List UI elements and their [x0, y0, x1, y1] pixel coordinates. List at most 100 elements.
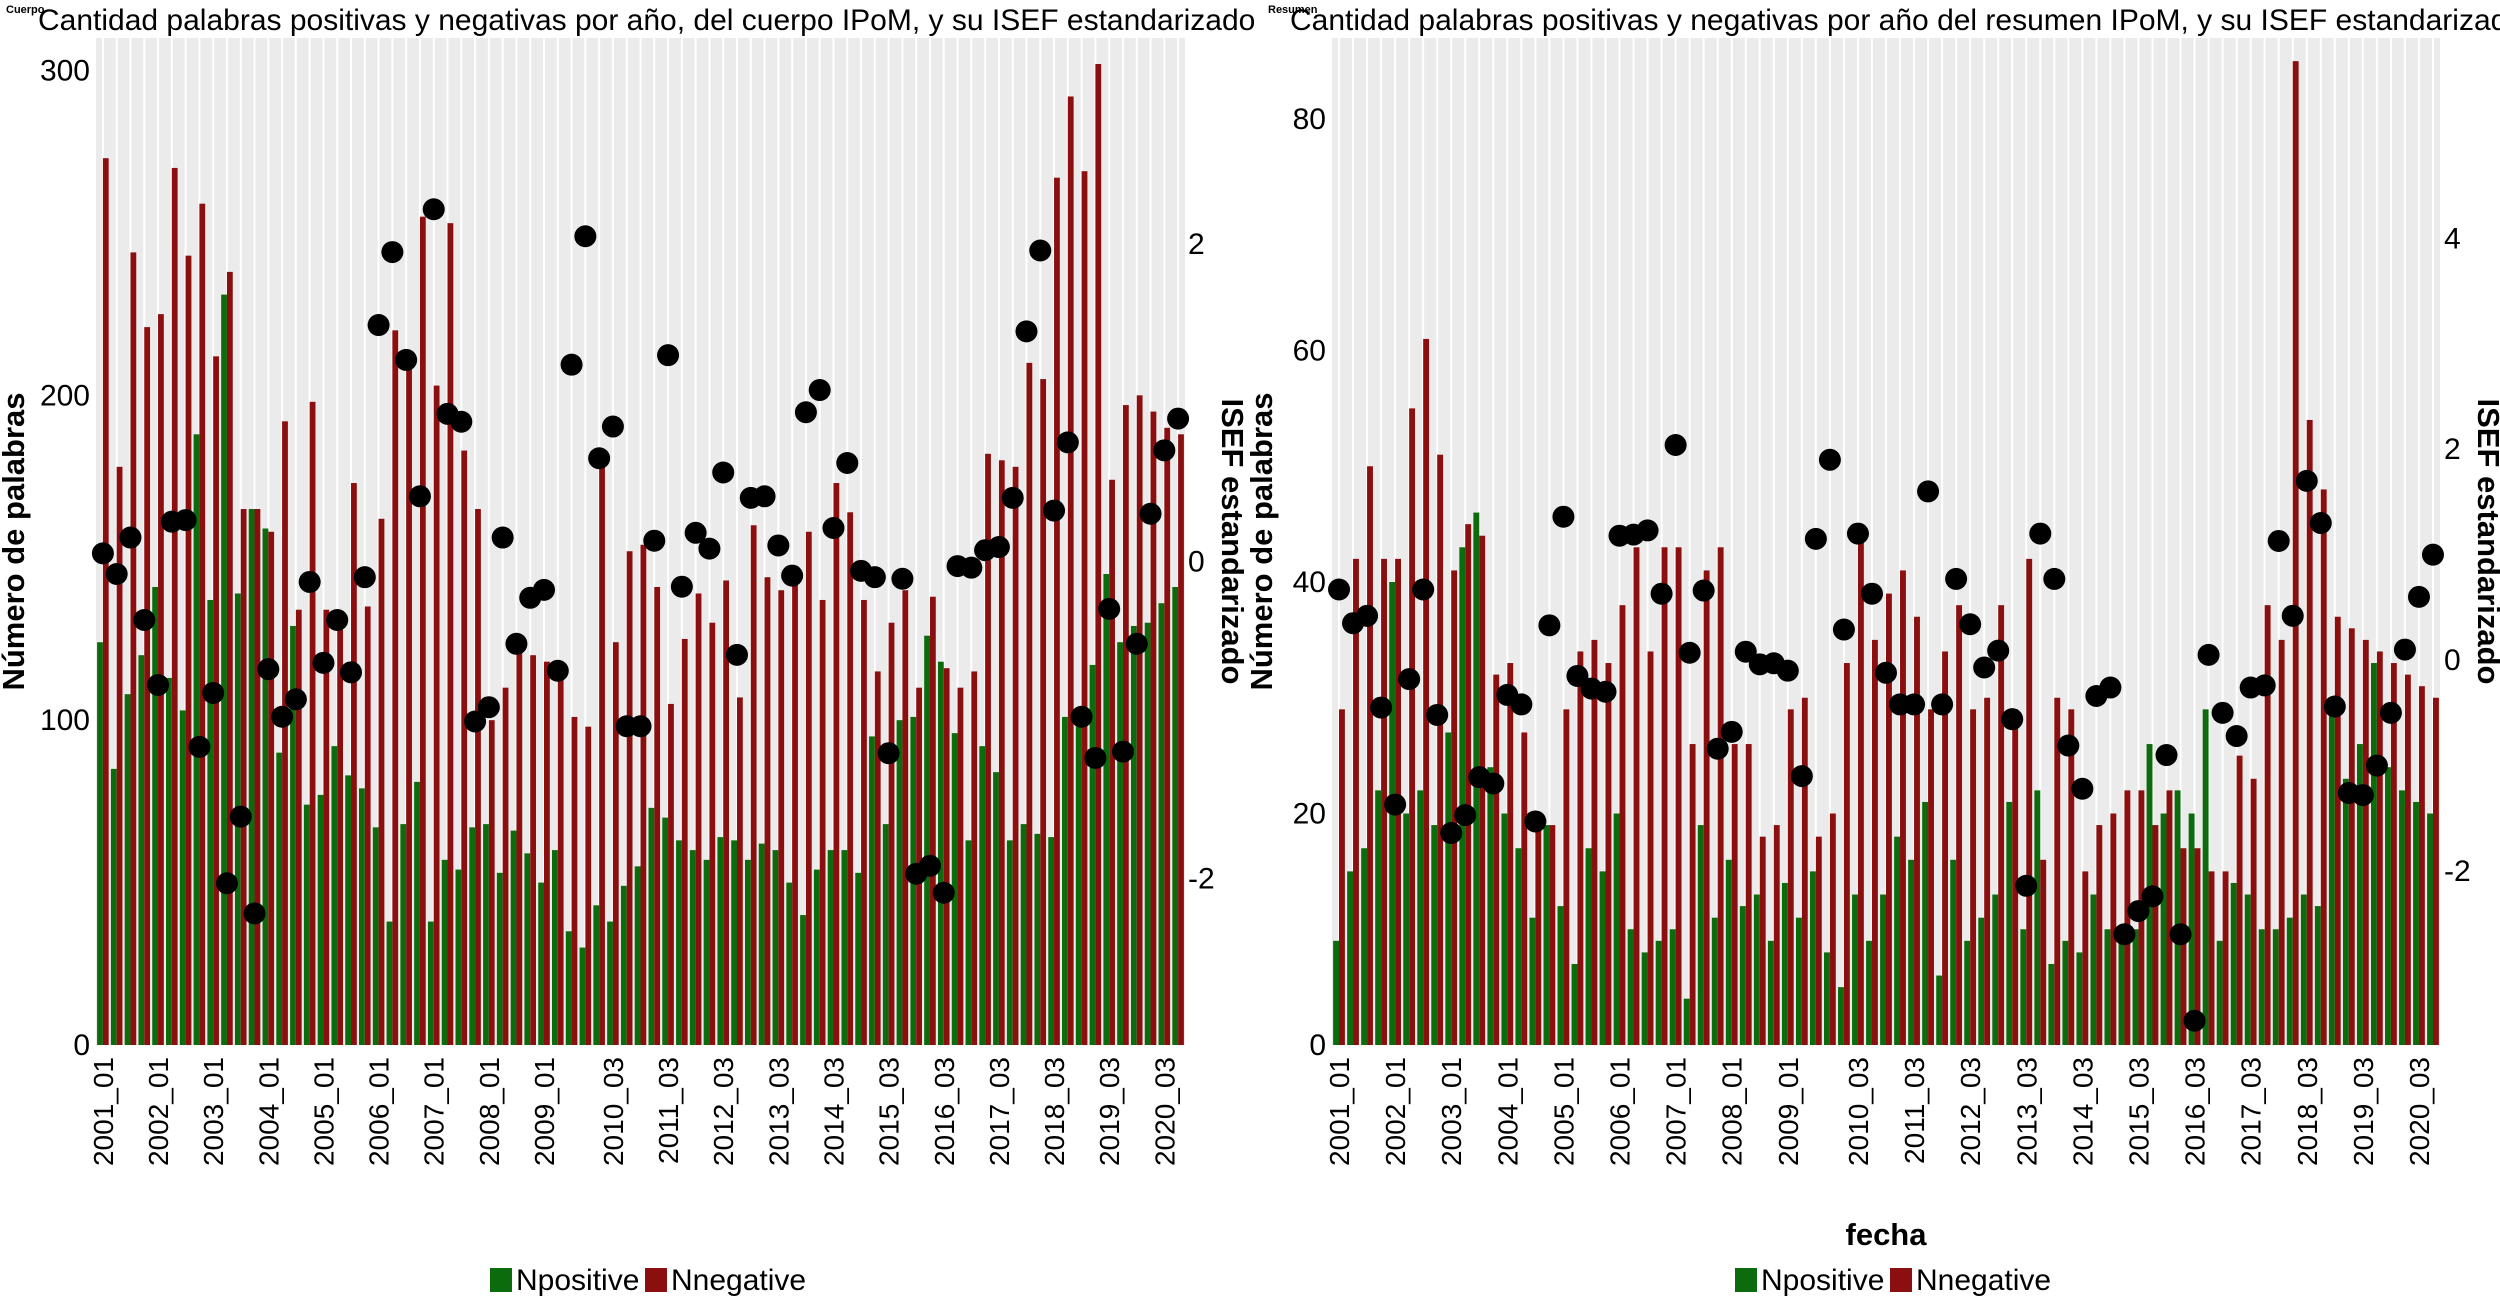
bar-positive — [565, 931, 572, 1045]
isef-point — [422, 198, 445, 221]
isef-point — [753, 485, 776, 508]
isef-point — [1552, 505, 1575, 528]
bar-negative — [1040, 379, 1047, 1045]
x-tick-label: 2014_03 — [2067, 1057, 2098, 1166]
bar-positive — [1936, 975, 1943, 1045]
isef-point — [1973, 656, 1996, 679]
isef-point — [1015, 320, 1038, 343]
bar-positive — [1599, 871, 1606, 1045]
bar-negative — [2096, 825, 2103, 1045]
x-tick-label: 2006_01 — [364, 1057, 395, 1166]
bar-negative — [1998, 605, 2005, 1045]
bar-negative — [1081, 171, 1088, 1046]
bar-positive — [2160, 813, 2167, 1045]
bar-negative — [1871, 639, 1878, 1045]
bar-negative — [1353, 558, 1359, 1045]
bar-negative — [985, 453, 991, 1045]
x-tick-label: 2003_01 — [1436, 1057, 1467, 1166]
bar-negative — [544, 661, 550, 1045]
bar-positive — [2076, 952, 2083, 1045]
bar-negative — [612, 642, 619, 1045]
isef-point — [2407, 585, 2430, 608]
bar-negative — [805, 531, 812, 1045]
bar-negative — [888, 622, 895, 1045]
bar-positive — [2356, 744, 2363, 1045]
isef-point — [987, 536, 1010, 559]
bar-negative — [723, 580, 729, 1045]
bar-negative — [1339, 709, 1345, 1045]
bar-positive — [2034, 790, 2041, 1045]
bar-negative — [2334, 616, 2341, 1045]
bar-positive — [1375, 790, 1382, 1045]
isef-point — [105, 563, 128, 586]
x-tick-label: 2010_03 — [598, 1057, 629, 1166]
y2-axis-label: ISEF estandarizado — [1215, 399, 1250, 685]
y-tick-label: 100 — [40, 704, 90, 737]
isef-point — [491, 526, 514, 549]
bar-positive — [2272, 929, 2279, 1045]
isef-point — [243, 902, 266, 925]
isef-point — [1056, 431, 1079, 454]
bar-negative — [2236, 755, 2243, 1045]
bar-positive — [1487, 767, 1494, 1045]
isef-point — [670, 575, 693, 598]
bar-negative — [2362, 639, 2369, 1045]
isef-point — [2071, 777, 2094, 800]
isef-point — [1001, 486, 1024, 509]
bar-negative — [1970, 709, 1977, 1045]
isef-point — [560, 353, 583, 376]
bar-negative — [1703, 570, 1710, 1045]
bar-negative — [364, 606, 371, 1045]
bar-positive — [455, 869, 462, 1045]
isef-point — [2057, 734, 2080, 757]
x-tick-label: 2001_01 — [88, 1057, 119, 1166]
bar-positive — [2413, 801, 2419, 1045]
isef-point — [1524, 810, 1547, 833]
bar-negative — [1605, 663, 1612, 1045]
bar-negative — [1109, 479, 1115, 1045]
y-tick-label: 200 — [40, 379, 90, 412]
bar-negative — [1136, 395, 1143, 1045]
bar-negative — [2264, 605, 2271, 1045]
bar-negative — [902, 590, 909, 1045]
isef-point — [2253, 674, 2276, 697]
isef-point — [1678, 641, 1701, 664]
bar-positive — [331, 746, 338, 1045]
isef-point — [2113, 923, 2136, 946]
bar-positive — [993, 772, 999, 1045]
x-tick-label: 2009_01 — [1773, 1057, 1804, 1166]
bar-negative — [1942, 651, 1948, 1045]
bar-positive — [1866, 940, 1872, 1045]
x-tick-label: 2013_03 — [763, 1057, 794, 1166]
isef-point — [1650, 582, 1673, 605]
legend-swatch-positive — [1735, 1268, 1757, 1292]
bar-negative — [1914, 616, 1920, 1045]
bar-positive — [110, 768, 117, 1045]
bar-negative — [116, 466, 123, 1045]
isef-point — [891, 567, 914, 590]
bar-positive — [1006, 840, 1013, 1045]
bar-negative — [695, 593, 702, 1045]
bar-positive — [758, 843, 765, 1045]
bar-negative — [2152, 825, 2159, 1045]
legend: Npositive Nnegative — [1735, 1264, 2051, 1297]
bar-negative — [599, 453, 605, 1045]
legend-label-positive: Npositive — [516, 1264, 639, 1297]
isef-point — [326, 608, 349, 631]
y-tick-label: 80 — [1293, 103, 1326, 136]
bar-negative — [1026, 362, 1033, 1045]
bar-negative — [2124, 790, 2131, 1045]
isef-point — [2127, 900, 2150, 923]
isef-point — [1084, 746, 1107, 769]
x-tick-label: 2008_01 — [1717, 1057, 1748, 1166]
bar-negative — [571, 716, 578, 1045]
bar-positive — [221, 294, 227, 1046]
bar-negative — [461, 450, 468, 1045]
bar-negative — [1095, 63, 1102, 1045]
bar-positive — [345, 775, 352, 1045]
bar-negative — [1054, 177, 1060, 1045]
x-tick-label: 2019_03 — [2348, 1057, 2379, 1166]
bar-negative — [1829, 813, 1836, 1045]
bar-negative — [2180, 848, 2187, 1045]
